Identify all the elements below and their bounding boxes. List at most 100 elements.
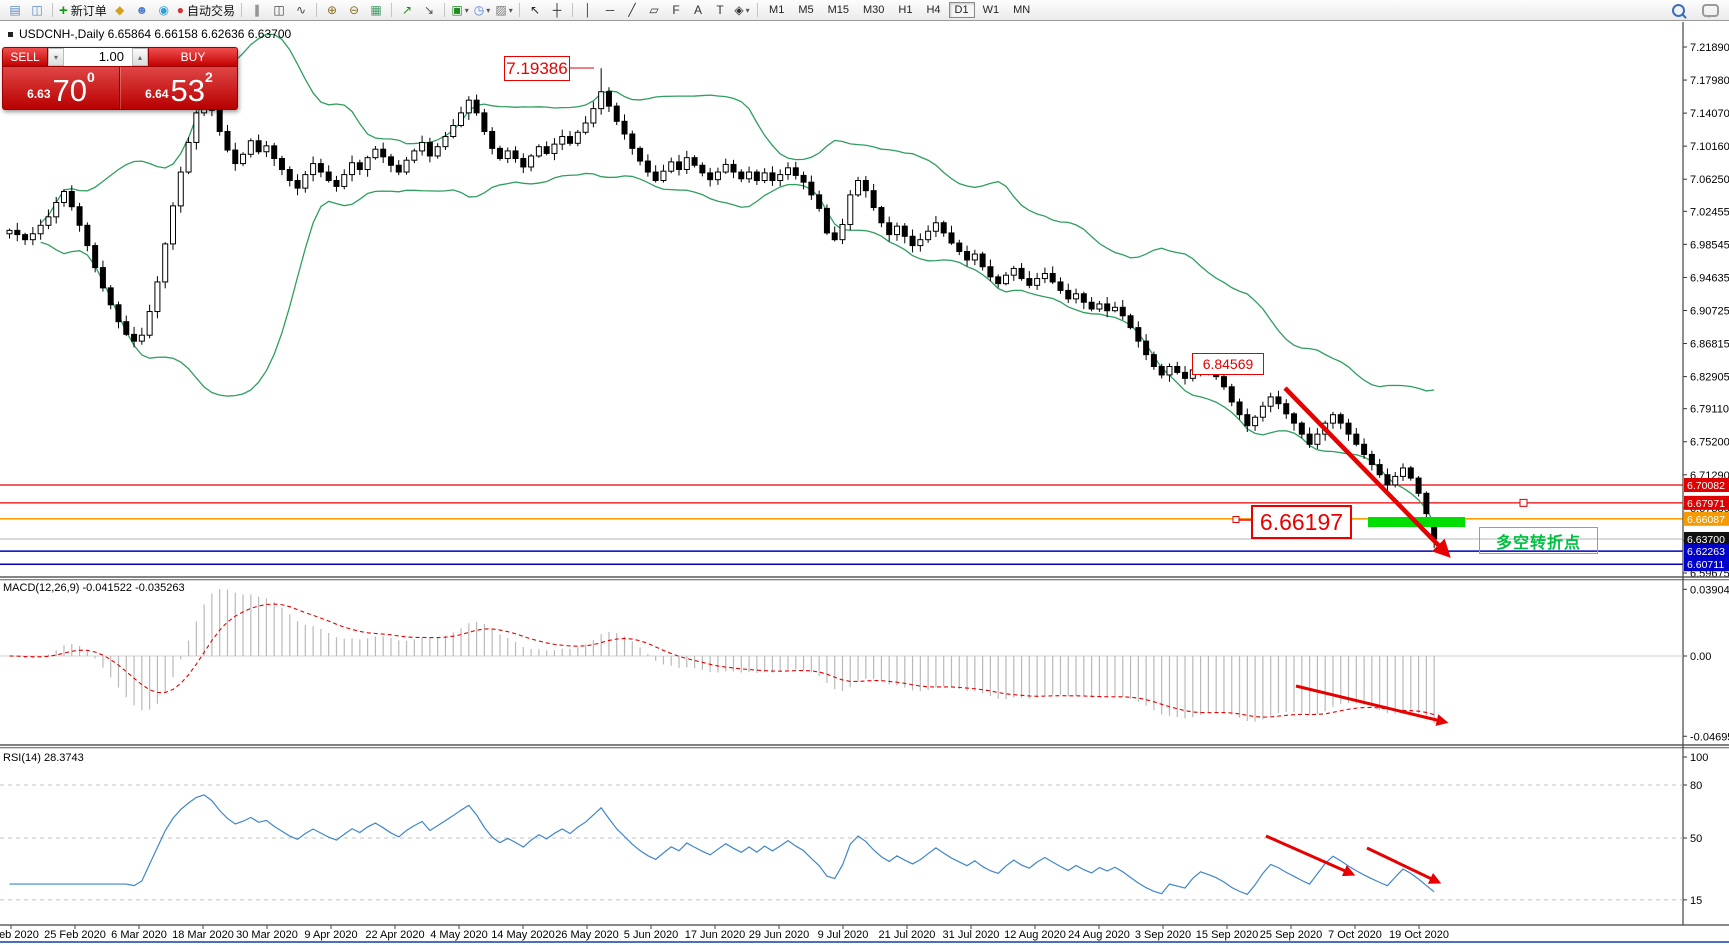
trendline-button[interactable]: ╱ (621, 2, 643, 19)
price-axis-label: 7.02455 (1690, 206, 1729, 218)
deposit-gold-button[interactable]: ◆ (109, 2, 131, 19)
shapes-button[interactable]: ◈ ▾ (731, 2, 753, 19)
autotrade-button[interactable]: ● 自动交易 (175, 2, 237, 19)
cursor-button[interactable]: ↖ (524, 2, 546, 19)
line-selection-handle[interactable] (1519, 498, 1528, 507)
price-badge-6.66087 (1684, 511, 1729, 526)
rsi-scale-label: 15 (1690, 895, 1702, 907)
trendline-icon: ╱ (628, 2, 636, 17)
horizontal-line-button[interactable]: ─ (599, 2, 621, 19)
toolbar-separator (316, 3, 318, 17)
timeframe-m1[interactable]: M1 (769, 4, 785, 16)
toolbar: ▤ ◫ + 新订单 ◆ ☻ ◉ ● 自动交易 ∥ ◫ ∿ ⊕ ⊖ ▦ ↗ ↘ ▣ ▾ ◷ ▾ ▨ ▾ ↖ ┼ │ ─ ╱ ▱ F A T ◈ ▾ M… (0, 0, 1729, 21)
crosshair-button[interactable]: ┼ (546, 2, 568, 19)
turning-point-note[interactable]: 多空转折点 (1479, 527, 1598, 554)
templates-button[interactable]: ▨ ▾ (493, 2, 515, 19)
timeframe-m5[interactable]: M5 (798, 4, 814, 16)
vertical-line-button[interactable]: │ (577, 2, 599, 19)
buy-price-big: 53 (170, 73, 206, 108)
toolbar-separator (519, 3, 521, 17)
toolbar-separator (757, 3, 759, 17)
price-axis-label: 6.94635 (1690, 272, 1729, 284)
timeframe-m30[interactable]: M30 (863, 4, 885, 16)
timeframe-d1[interactable]: D1 (948, 2, 975, 18)
tile-windows-button[interactable]: ▦ (365, 2, 387, 19)
svg-text:6.62263: 6.62263 (1687, 546, 1725, 558)
timeframe-h1[interactable]: H1 (898, 4, 913, 16)
volume-input[interactable]: 1.00 (98, 49, 124, 64)
price-annotation-high[interactable]: 7.19386 (504, 56, 570, 81)
community-button[interactable]: ☻ (131, 2, 153, 19)
new-chart-button[interactable]: ▤ (4, 2, 26, 19)
annotation-handle[interactable] (1232, 516, 1240, 523)
trend-arrow[interactable] (1295, 684, 1449, 726)
fibonacci-icon: F (672, 2, 680, 17)
horizontal-line-icon: ─ (605, 2, 615, 17)
text-button[interactable]: A (687, 2, 709, 19)
price-axis-label: 7.10160 (1690, 141, 1729, 153)
fibonacci-button[interactable]: F (665, 2, 687, 19)
autotrade-label: 自动交易 (187, 3, 236, 18)
buy-price-pip: 2 (205, 69, 213, 85)
line-chart-icon: ∿ (296, 2, 307, 17)
toolbar-right-tools (1667, 2, 1721, 19)
autotrade-icon: ● (176, 2, 185, 17)
price-annotation-swing[interactable]: 6.84569 (1192, 353, 1264, 375)
zoom-out-button[interactable]: ⊖ (343, 2, 365, 19)
timeframe-h4[interactable]: H4 (926, 4, 941, 16)
window-bottom-frame (0, 941, 1729, 943)
new-order-button[interactable]: + 新订单 (57, 2, 109, 19)
auto-scroll-button[interactable]: ↗ (396, 2, 418, 19)
chat-icon (1701, 3, 1719, 18)
price-badge-6.62263 (1684, 544, 1729, 559)
chat-button[interactable] (1699, 2, 1721, 19)
volume-stepper[interactable]: ▾ 1.00 ▴ (48, 47, 148, 67)
buy-button[interactable]: BUY (148, 47, 238, 67)
date-axis-label: 29 Jun 2020 (749, 929, 810, 941)
vertical-line-icon: │ (584, 2, 592, 17)
date-axis-label: 18 Mar 2020 (172, 929, 234, 941)
add-indicator-button[interactable]: ▣ ▾ (449, 2, 471, 19)
chart-symbol-label: USDCNH-,Daily 6.65864 6.66158 6.62636 6.… (8, 27, 291, 41)
periods-button[interactable]: ◷ ▾ (471, 2, 493, 19)
signals-button[interactable]: ◉ (153, 2, 175, 19)
timeframe-mn[interactable]: MN (1013, 4, 1031, 16)
chart-profile-button[interactable]: ◫ (26, 2, 48, 19)
buy-price-button[interactable]: 6.64 53 2 (120, 67, 237, 109)
zoom-in-button[interactable]: ⊕ (321, 2, 343, 19)
tile-windows-icon: ▦ (370, 2, 382, 17)
svg-text:6.66087: 6.66087 (1687, 514, 1725, 526)
chart-shift-button[interactable]: ↘ (418, 2, 440, 19)
date-axis-label: 9 Apr 2020 (304, 929, 357, 941)
trend-arrow[interactable] (1283, 386, 1451, 558)
sell-price-button[interactable]: 6.63 70 0 (3, 67, 120, 109)
trend-arrow[interactable] (1265, 834, 1356, 877)
timeframe-w1[interactable]: W1 (982, 4, 1000, 16)
sell-button[interactable]: SELL (2, 47, 48, 67)
price-axis-label: 6.90725 (1690, 305, 1729, 317)
new-order-label: 新订单 (70, 3, 107, 18)
price-annotation-support[interactable]: 6.66197 (1251, 505, 1352, 539)
price-axis-label: 7.06250 (1690, 174, 1729, 186)
volume-decrease-button[interactable]: ▾ (48, 48, 64, 66)
volume-increase-button[interactable]: ▴ (132, 48, 148, 66)
zoom-out-icon: ⊖ (349, 2, 360, 17)
chevron-down-icon: ▾ (508, 5, 513, 15)
zoom-in-icon: ⊕ (327, 2, 338, 17)
equidistant-channel-button[interactable]: ▱ (643, 2, 665, 19)
date-axis-label: 22 Apr 2020 (365, 929, 424, 941)
macd-layer (9, 589, 1435, 724)
timeframe-m15[interactable]: M15 (827, 4, 850, 16)
rsi-scale-label: 50 (1690, 833, 1702, 845)
date-axis-label: 5 Feb 2020 (0, 929, 39, 941)
line-chart-button[interactable]: ∿ (290, 2, 312, 19)
text-label-button[interactable]: T (709, 2, 731, 19)
trend-arrow[interactable] (1366, 846, 1442, 884)
date-axis-label: 24 Aug 2020 (1068, 929, 1130, 941)
svg-text:6.63700: 6.63700 (1687, 534, 1725, 546)
search-button[interactable] (1667, 2, 1689, 19)
bars-chart-button[interactable]: ∥ (246, 2, 268, 19)
candles-chart-button[interactable]: ◫ (268, 2, 290, 19)
price-badge-6.63700 (1684, 531, 1729, 546)
